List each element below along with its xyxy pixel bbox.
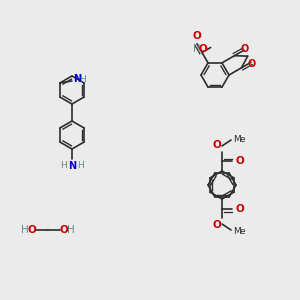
Text: O: O xyxy=(248,59,256,69)
Text: O: O xyxy=(212,220,221,230)
Text: O: O xyxy=(212,140,221,150)
Text: O: O xyxy=(28,225,36,235)
Text: M: M xyxy=(233,226,241,236)
Text: e: e xyxy=(239,226,244,236)
Text: e: e xyxy=(239,134,244,143)
Text: O: O xyxy=(241,44,249,54)
Text: H: H xyxy=(77,161,84,170)
Text: H: H xyxy=(79,74,86,83)
Text: O: O xyxy=(60,225,68,235)
Text: H: H xyxy=(60,161,67,170)
Text: H: H xyxy=(21,225,29,235)
Text: N: N xyxy=(68,161,76,171)
Text: O: O xyxy=(235,204,244,214)
Text: O: O xyxy=(193,31,201,41)
Text: H: H xyxy=(67,225,75,235)
Text: N: N xyxy=(73,74,81,84)
Text: O: O xyxy=(235,156,244,166)
Text: H: H xyxy=(193,44,201,55)
Text: M: M xyxy=(233,134,241,143)
Text: O: O xyxy=(199,44,208,55)
